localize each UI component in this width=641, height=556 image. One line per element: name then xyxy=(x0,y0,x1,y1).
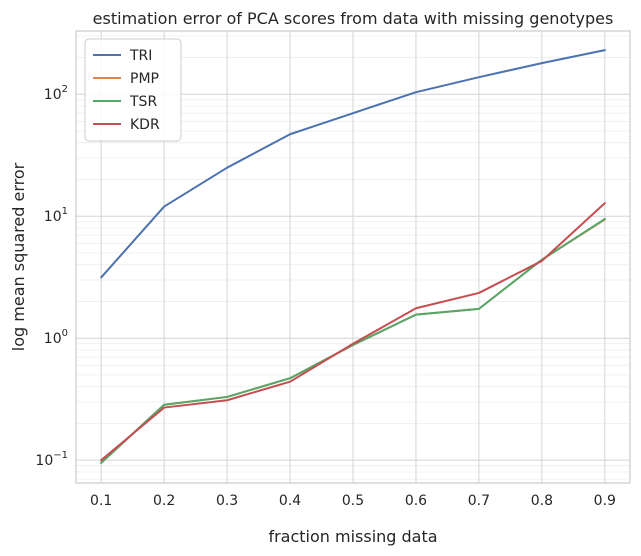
x-tick-label: 0.4 xyxy=(279,493,301,509)
y-tick-label: 100 xyxy=(44,328,68,347)
plot-frame xyxy=(75,30,631,484)
chart-title: estimation error of PCA scores from data… xyxy=(93,9,614,28)
x-tick-label: 0.9 xyxy=(594,493,616,509)
series-line-tri xyxy=(100,49,606,279)
x-tick-label: 0.7 xyxy=(468,493,490,509)
y-tick-label: 10−1 xyxy=(35,450,68,469)
x-tick-label: 0.8 xyxy=(531,493,553,509)
x-tick-label: 0.2 xyxy=(153,493,175,509)
legend-label: PMP xyxy=(130,71,159,87)
legend-box xyxy=(84,38,182,142)
x-tick-label: 0.5 xyxy=(342,493,364,509)
legend-label: KDR xyxy=(130,117,160,133)
x-axis-title: fraction missing data xyxy=(268,527,437,546)
y-axis-title: log mean squared error xyxy=(9,162,28,351)
legend-label: TSR xyxy=(129,94,157,110)
x-tick-labels: 0.1 0.2 0.3 0.4 0.5 0.6 0.7 0.8 0.9 xyxy=(90,493,616,509)
series-lines xyxy=(100,49,606,464)
legend-label: TRI xyxy=(129,48,152,64)
y-tick-label: 102 xyxy=(44,84,68,103)
series-line-tsr xyxy=(100,217,606,464)
x-tick-label: 0.3 xyxy=(216,493,238,509)
x-tick-label: 0.6 xyxy=(405,493,427,509)
y-tick-label: 101 xyxy=(44,206,68,225)
legend: TRI PMP TSR KDR xyxy=(84,38,182,142)
y-tick-labels: 10−1 100 101 102 xyxy=(35,84,68,469)
x-tick-label: 0.1 xyxy=(90,493,112,509)
series-line-kdr xyxy=(100,202,606,462)
